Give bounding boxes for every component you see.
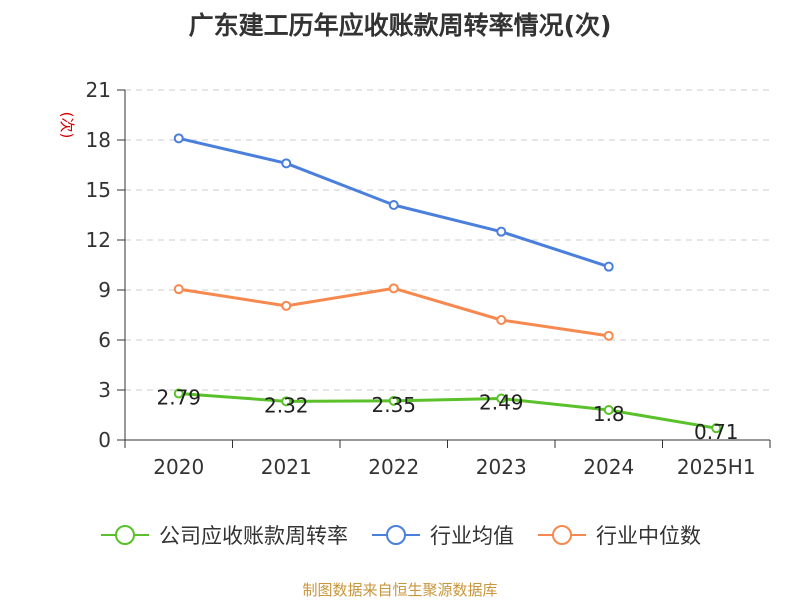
data-point bbox=[173, 388, 184, 399]
y-tick-label: 18 bbox=[86, 128, 111, 152]
x-tick-label: 2025H1 bbox=[677, 455, 756, 479]
chart-title: 广东建工历年应收账款周转率情况(次) bbox=[188, 11, 612, 40]
x-tick-label: 2022 bbox=[368, 455, 419, 479]
data-point bbox=[711, 423, 722, 434]
y-tick-label: 0 bbox=[98, 428, 111, 452]
data-point bbox=[281, 396, 292, 407]
legend-label: 行业中位数 bbox=[596, 524, 701, 548]
data-point bbox=[173, 284, 184, 295]
data-point bbox=[388, 200, 399, 210]
data-label: 2.32 bbox=[264, 393, 309, 417]
data-label: 2.35 bbox=[371, 393, 416, 417]
y-tick-label: 6 bbox=[98, 328, 111, 352]
data-label: 0.71 bbox=[694, 420, 739, 444]
legend-label: 行业均值 bbox=[430, 524, 514, 548]
data-point bbox=[496, 393, 507, 404]
data-point bbox=[603, 261, 614, 272]
legend-item-industry-median[interactable]: 行业中位数 bbox=[536, 520, 701, 550]
legend-marker-orange bbox=[538, 525, 586, 545]
legend-item-company-turnover[interactable]: 公司应收账款周转率 bbox=[99, 520, 348, 550]
y-axis-label: (次) bbox=[58, 112, 76, 139]
data-point bbox=[388, 395, 399, 406]
y-tick-label: 15 bbox=[86, 178, 111, 202]
data-point bbox=[496, 226, 507, 237]
x-tick-label: 2023 bbox=[476, 455, 527, 479]
y-tick-label: 21 bbox=[86, 78, 111, 102]
y-tick-label: 12 bbox=[86, 228, 111, 252]
series-line-0 bbox=[178, 392, 717, 430]
data-point bbox=[496, 315, 507, 325]
legend-label: 公司应收账款周转率 bbox=[159, 524, 348, 548]
x-tick-label: 2024 bbox=[583, 455, 634, 479]
data-point bbox=[603, 330, 614, 341]
data-label: 2.79 bbox=[156, 386, 201, 410]
legend-marker-blue bbox=[372, 525, 420, 545]
data-point bbox=[603, 405, 614, 415]
data-point bbox=[388, 283, 399, 294]
y-tick-label: 9 bbox=[98, 278, 111, 302]
data-point bbox=[281, 158, 292, 169]
data-point bbox=[281, 300, 292, 311]
legend-marker-green bbox=[101, 525, 149, 545]
source-note: 制图数据来自恒生聚源数据库 bbox=[302, 581, 498, 599]
data-point bbox=[173, 133, 184, 144]
x-tick-label: 2021 bbox=[261, 455, 312, 479]
series-line-2 bbox=[178, 286, 609, 338]
x-tick-label: 2020 bbox=[153, 455, 204, 479]
chart-legend: 公司应收账款周转率 行业均值 行业中位数 bbox=[0, 520, 800, 550]
data-label: 2.49 bbox=[479, 391, 524, 415]
data-label: 1.8 bbox=[593, 402, 625, 426]
legend-item-industry-mean[interactable]: 行业均值 bbox=[370, 520, 514, 550]
y-tick-label: 3 bbox=[98, 378, 111, 402]
